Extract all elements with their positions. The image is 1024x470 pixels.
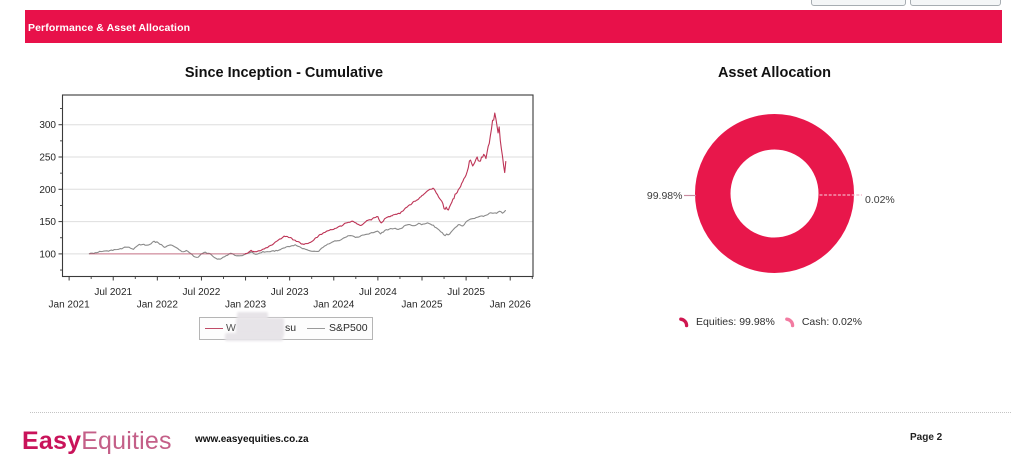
legend-label-portfolio-prefix: W [226, 321, 236, 334]
svg-text:Jan 2023: Jan 2023 [225, 300, 267, 311]
svg-text:Jul 2024: Jul 2024 [359, 287, 397, 298]
cutoff-toolbar-button-1[interactable] [811, 0, 906, 6]
svg-text:Jul 2023: Jul 2023 [271, 287, 309, 298]
donut-callout-cash: 0.02% [865, 194, 895, 206]
footer-divider [30, 412, 1011, 413]
donut-callout-equities: 99.98% [646, 189, 683, 202]
legend-line-sample-portfolio [205, 327, 223, 329]
section-header-bar: Performance & Asset Allocation [25, 10, 1002, 43]
svg-text:Jan 2022: Jan 2022 [137, 300, 179, 311]
svg-text:Jan 2024: Jan 2024 [313, 300, 355, 311]
equities-arc-icon [679, 317, 689, 327]
svg-text:Jan 2021: Jan 2021 [49, 300, 91, 311]
svg-text:Jan 2025: Jan 2025 [401, 300, 443, 311]
easyequities-logo: EasyEquities [22, 427, 172, 456]
allocation-legend-item-equities: Equities: 99.98% [678, 316, 775, 329]
svg-text:300: 300 [39, 120, 56, 131]
performance-chart-title: Since Inception - Cumulative [184, 65, 384, 81]
redaction-blob-main [236, 317, 284, 336]
svg-text:Jan 2026: Jan 2026 [490, 300, 532, 311]
allocation-legend: Equities: 99.98% Cash: 0.02% [615, 313, 925, 331]
allocation-chart-title: Asset Allocation [717, 65, 832, 81]
allocation-legend-label-equities: Equities: 99.98% [696, 316, 775, 328]
svg-text:Jul 2025: Jul 2025 [447, 287, 485, 298]
cash-arc-icon [784, 317, 795, 327]
svg-text:Jul 2021: Jul 2021 [94, 287, 132, 298]
svg-text:200: 200 [39, 185, 56, 196]
svg-text:150: 150 [39, 217, 56, 228]
legend-line-sample-sp500 [307, 327, 325, 329]
redaction-blob-top [237, 311, 268, 319]
svg-text:Jul 2022: Jul 2022 [183, 287, 221, 298]
section-header-title: Performance & Asset Allocation [28, 22, 191, 34]
redaction-blob-bottom [225, 332, 283, 341]
performance-line-chart: 100 150 200 250 300 Jul 2021 Jul 2022 Jul 2023 J… [39, 94, 534, 311]
legend-label-sp500: S&P500 [329, 321, 368, 334]
allocation-legend-label-cash: Cash: 0.02% [801, 316, 862, 328]
footer-page-number: Page 2 [910, 432, 943, 443]
svg-text:250: 250 [39, 153, 56, 164]
allocation-legend-item-cash: Cash: 0.02% [784, 316, 862, 329]
footer-url: www.easyequities.co.za [195, 434, 309, 445]
logo-equities: Equities [81, 427, 172, 455]
legend-label-portfolio-suffix: su [285, 321, 297, 334]
svg-text:100: 100 [39, 249, 56, 260]
logo-easy: Easy [22, 427, 82, 455]
cutoff-toolbar-button-2[interactable] [910, 0, 1001, 6]
